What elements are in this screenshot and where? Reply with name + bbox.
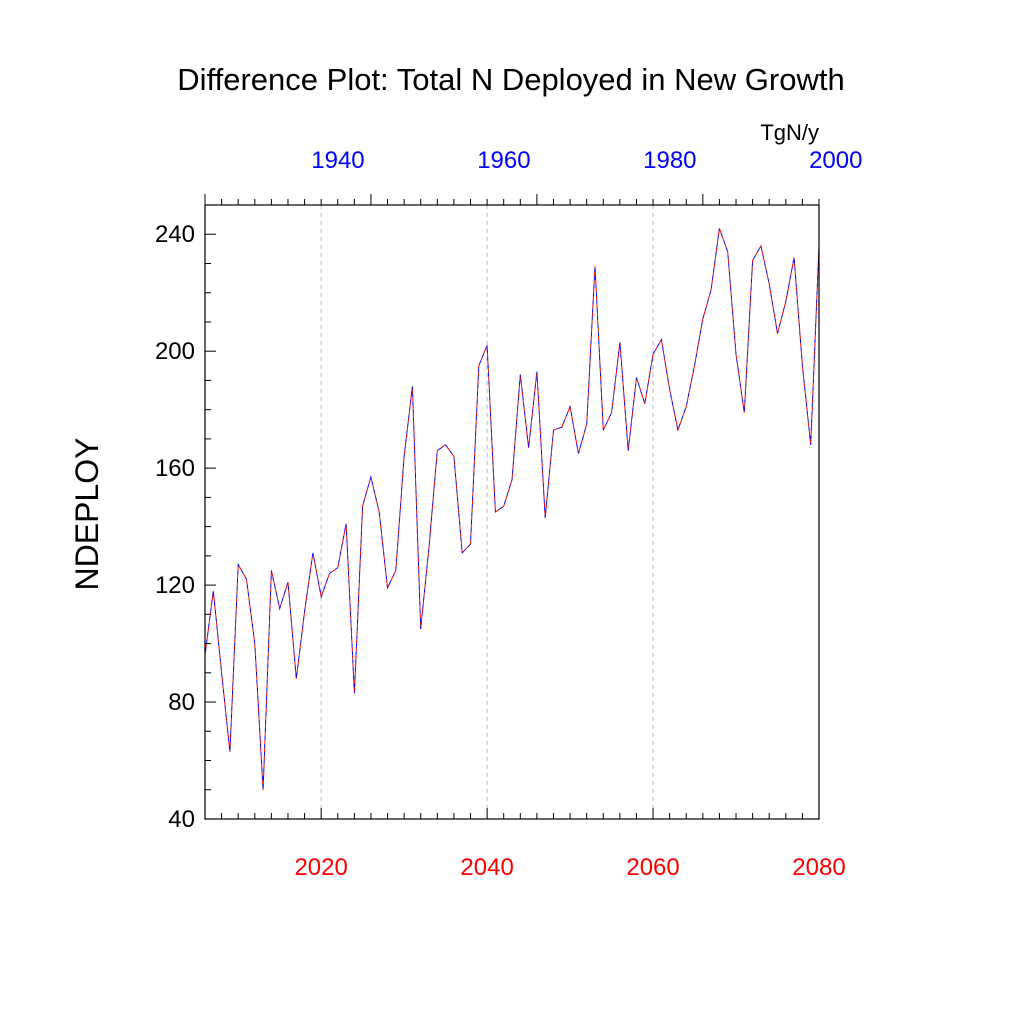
data-point [602, 429, 605, 432]
y-tick-label: 80 [168, 689, 195, 716]
data-point [809, 443, 812, 446]
data-point [759, 244, 762, 247]
data-point [718, 227, 721, 230]
data-point [394, 569, 397, 572]
x-tick-label-top: 2000 [809, 147, 862, 174]
y-tick-label: 160 [155, 455, 195, 482]
data-point [403, 455, 406, 458]
data-point [801, 364, 804, 367]
data-point [652, 353, 655, 356]
data-point [411, 385, 414, 388]
x-tick-label-top: 1960 [477, 147, 530, 174]
data-point [511, 478, 514, 481]
data-point [311, 551, 314, 554]
data-point [776, 332, 779, 335]
plot-series [204, 227, 820, 791]
data-point [502, 505, 505, 508]
data-point [228, 750, 231, 753]
data-point [286, 581, 289, 584]
data-point [726, 250, 729, 253]
plot-frame [204, 204, 820, 820]
data-point [461, 551, 464, 554]
data-point [386, 587, 389, 590]
data-point [610, 411, 613, 414]
data-point [328, 572, 331, 575]
data-point [486, 344, 489, 347]
y-axis-label: NDEPLOY [69, 438, 105, 591]
data-point [751, 259, 754, 262]
data-point [469, 543, 472, 546]
data-point [436, 449, 439, 452]
x-tick-label-bottom: 2020 [294, 854, 347, 881]
data-point [668, 388, 671, 391]
data-point [270, 569, 273, 572]
data-point [635, 376, 638, 379]
data-point [477, 364, 480, 367]
data-point [793, 256, 796, 259]
data-point [378, 511, 381, 514]
data-point [768, 282, 771, 285]
data-point [494, 511, 497, 514]
series-line-red [204, 228, 820, 790]
grid [320, 205, 654, 819]
data-point [336, 566, 339, 569]
data-point [710, 288, 713, 291]
data-point [685, 405, 688, 408]
x-tick-label-bottom: 2040 [460, 854, 513, 881]
data-point [743, 411, 746, 414]
data-point [660, 338, 663, 341]
data-point [278, 607, 281, 610]
data-point [643, 402, 646, 405]
data-point [569, 405, 572, 408]
data-point [320, 595, 323, 598]
data-point [701, 318, 704, 321]
data-point [560, 426, 563, 429]
data-point [345, 522, 348, 525]
data-point [676, 429, 679, 432]
y-tick-label: 40 [168, 806, 195, 833]
units-label: TgN/y [760, 120, 819, 145]
data-point [253, 642, 256, 645]
data-point [369, 475, 372, 478]
data-point [428, 546, 431, 549]
data-point [220, 671, 223, 674]
data-point [552, 429, 555, 432]
axes: 2020 2040 2060 2080 1940 1960 1980 2000 40 80 120 1… [155, 147, 863, 881]
data-point [212, 589, 215, 592]
data-point [361, 505, 364, 508]
data-point [784, 300, 787, 303]
data-point [544, 516, 547, 519]
data-point [353, 692, 356, 695]
data-point [295, 677, 298, 680]
data-point [303, 610, 306, 613]
data-point [577, 452, 580, 455]
data-point [527, 446, 530, 449]
x-tick-label-bottom: 2060 [626, 854, 679, 881]
y-tick-label: 120 [155, 572, 195, 599]
data-point [693, 364, 696, 367]
y-tick-label: 200 [155, 338, 195, 365]
data-point [535, 370, 538, 373]
data-point [419, 627, 422, 630]
y-tick-label: 240 [155, 221, 195, 248]
chart-title: Difference Plot: Total N Deployed in New… [177, 62, 844, 97]
data-point [262, 788, 265, 791]
data-point [585, 423, 588, 426]
x-tick-label-top: 1980 [643, 147, 696, 174]
data-point [237, 563, 240, 566]
data-point [627, 449, 630, 452]
data-point [618, 341, 621, 344]
data-point [735, 353, 738, 356]
data-point [444, 443, 447, 446]
data-point [245, 578, 248, 581]
x-tick-label-bottom: 2080 [792, 854, 845, 881]
data-point [593, 265, 596, 268]
data-point [452, 455, 455, 458]
data-point [519, 373, 522, 376]
series-line-blue [204, 228, 820, 790]
x-tick-label-top: 1940 [311, 147, 364, 174]
